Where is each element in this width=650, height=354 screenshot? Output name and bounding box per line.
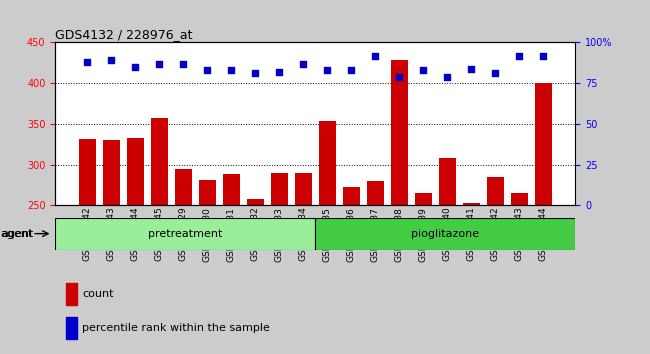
Point: [466, 66, 476, 72]
Bar: [151, 118, 168, 205]
Bar: [415, 193, 432, 205]
Bar: [315, 218, 575, 250]
Bar: [127, 138, 144, 205]
Point: [82, 59, 92, 65]
Point: [226, 67, 237, 73]
Point: [418, 67, 428, 73]
Point: [298, 61, 309, 67]
Text: count: count: [83, 289, 114, 299]
Text: pioglitazone: pioglitazone: [411, 229, 479, 239]
Bar: [247, 199, 264, 205]
Bar: [175, 169, 192, 205]
Point: [514, 53, 525, 58]
Bar: [391, 61, 408, 205]
Bar: [463, 203, 480, 205]
Point: [538, 53, 549, 58]
Text: GDS4132 / 228976_at: GDS4132 / 228976_at: [55, 28, 193, 41]
Text: agent: agent: [0, 229, 32, 239]
Point: [370, 53, 380, 58]
Bar: [79, 138, 96, 205]
Point: [202, 67, 213, 73]
Bar: [319, 121, 335, 205]
Bar: [343, 187, 359, 205]
Bar: [103, 140, 120, 205]
Bar: [271, 173, 288, 205]
Point: [154, 61, 164, 67]
Point: [178, 61, 188, 67]
Bar: [295, 173, 311, 205]
Bar: [66, 317, 77, 339]
Bar: [535, 83, 552, 205]
Bar: [367, 181, 384, 205]
Point: [442, 74, 452, 80]
Bar: [511, 193, 528, 205]
Bar: [223, 175, 240, 205]
Bar: [55, 218, 315, 250]
Text: agent: agent: [1, 229, 34, 239]
Point: [130, 64, 140, 70]
Bar: [66, 284, 77, 305]
Point: [274, 69, 285, 75]
Point: [346, 67, 356, 73]
Text: pretreatment: pretreatment: [148, 229, 222, 239]
Point: [250, 70, 261, 76]
Point: [394, 74, 404, 80]
Point: [106, 58, 116, 63]
Point: [490, 70, 501, 76]
Point: [322, 67, 332, 73]
Bar: [439, 158, 456, 205]
Bar: [199, 180, 216, 205]
Text: percentile rank within the sample: percentile rank within the sample: [83, 323, 270, 333]
Bar: [487, 177, 504, 205]
